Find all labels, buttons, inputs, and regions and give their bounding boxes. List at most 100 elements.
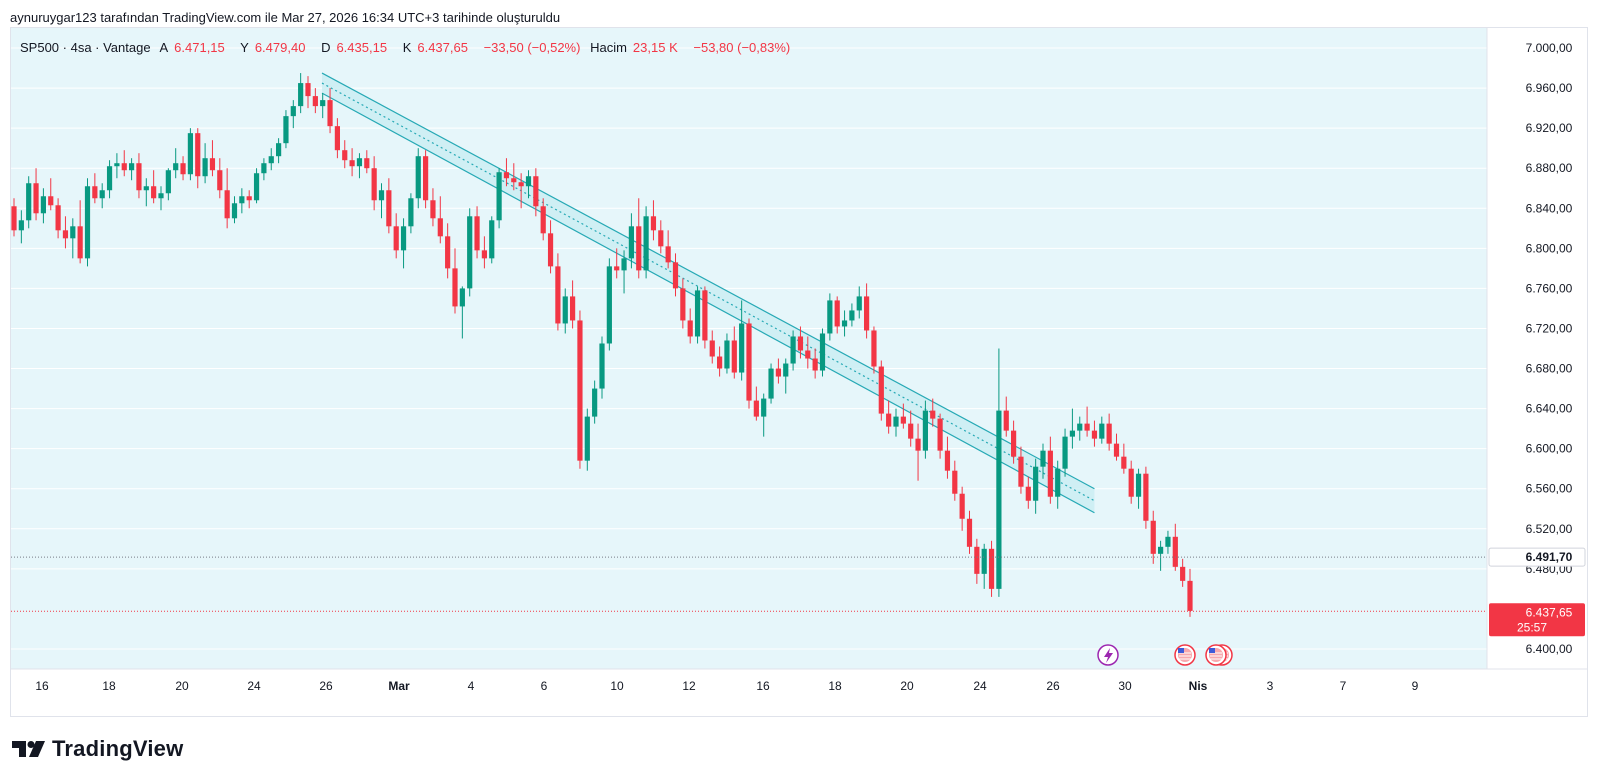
candle-body[interactable] <box>143 186 149 191</box>
candle-body[interactable] <box>18 220 24 231</box>
candle-body[interactable] <box>1047 450 1053 497</box>
candle-body[interactable] <box>437 218 443 237</box>
candle-body[interactable] <box>988 548 995 589</box>
candle-body[interactable] <box>974 546 980 574</box>
candle-body[interactable] <box>871 330 877 367</box>
candle-body[interactable] <box>599 343 605 389</box>
candle-body[interactable] <box>231 203 238 219</box>
candle-body[interactable] <box>305 83 311 97</box>
candle-body[interactable] <box>981 548 987 574</box>
candle-body[interactable] <box>680 288 686 321</box>
candle-body[interactable] <box>702 290 708 341</box>
candle-body[interactable] <box>768 368 774 399</box>
candle-body[interactable] <box>452 268 458 307</box>
candle-body[interactable] <box>694 290 701 337</box>
candle-body[interactable] <box>1084 423 1090 431</box>
candle-body[interactable] <box>173 163 179 171</box>
candle-body[interactable] <box>84 186 91 259</box>
candle-body[interactable] <box>518 182 524 187</box>
candle-body[interactable] <box>540 206 546 234</box>
candle-body[interactable] <box>151 186 157 199</box>
tradingview-logo[interactable]: TradingView <box>12 736 183 762</box>
candle-body[interactable] <box>614 266 620 271</box>
candle-body[interactable] <box>393 226 399 251</box>
candle-body[interactable] <box>92 186 98 199</box>
candle-body[interactable] <box>775 368 781 377</box>
candle-body[interactable] <box>423 156 429 201</box>
candle-body[interactable] <box>805 350 811 359</box>
candle-body[interactable] <box>856 296 862 311</box>
candle-body[interactable] <box>658 230 664 247</box>
candle-body[interactable] <box>1099 423 1105 439</box>
candle-body[interactable] <box>165 170 171 194</box>
candle-body[interactable] <box>1180 566 1186 581</box>
candle-body[interactable] <box>753 400 759 417</box>
candle-body[interactable] <box>121 163 127 171</box>
candle-body[interactable] <box>966 518 973 547</box>
candle-body[interactable] <box>922 410 928 451</box>
candle-body[interactable] <box>209 158 216 171</box>
candle-body[interactable] <box>886 413 892 427</box>
candle-body[interactable] <box>864 296 870 331</box>
candle-body[interactable] <box>261 163 267 174</box>
candle-body[interactable] <box>511 178 517 183</box>
candle-body[interactable] <box>496 172 502 221</box>
candle-body[interactable] <box>356 158 363 167</box>
candle-body[interactable] <box>908 423 914 439</box>
candle-body[interactable] <box>129 163 135 171</box>
candle-body[interactable] <box>415 156 421 199</box>
candle-body[interactable] <box>246 196 252 201</box>
candle-body[interactable] <box>459 288 465 307</box>
candle-body[interactable] <box>158 193 164 199</box>
candle-body[interactable] <box>746 323 752 401</box>
candle-body[interactable] <box>408 198 414 227</box>
candle-body[interactable] <box>606 266 612 344</box>
candle-body[interactable] <box>62 230 69 239</box>
candle-body[interactable] <box>555 266 561 324</box>
reference-price-tag[interactable] <box>1488 547 1586 567</box>
candle-body[interactable] <box>40 196 46 214</box>
candle-body[interactable] <box>797 336 804 351</box>
candle-body[interactable] <box>827 300 833 334</box>
candle-body[interactable] <box>276 143 282 157</box>
candle-body[interactable] <box>533 176 539 207</box>
candle-body[interactable] <box>400 226 407 251</box>
candle-body[interactable] <box>643 216 649 271</box>
candle-body[interactable] <box>944 450 951 471</box>
candle-body[interactable] <box>489 220 495 259</box>
candle-body[interactable] <box>790 336 796 364</box>
candle-body[interactable] <box>592 388 598 417</box>
candle-body[interactable] <box>709 340 715 357</box>
candle-body[interactable] <box>1113 443 1120 457</box>
candle-body[interactable] <box>1040 450 1046 467</box>
symbol-label[interactable]: SP500 · 4sa · Vantage <box>20 40 151 55</box>
candle-body[interactable] <box>996 410 1002 589</box>
candle-body[interactable] <box>959 493 965 519</box>
candle-body[interactable] <box>371 168 377 201</box>
candle-body[interactable] <box>298 83 304 107</box>
channel-lower-line[interactable] <box>321 92 1095 514</box>
candle-body[interactable] <box>48 196 54 206</box>
candle-body[interactable] <box>893 416 899 427</box>
candle-body[interactable] <box>430 200 436 219</box>
candle-body[interactable] <box>849 310 855 321</box>
candle-body[interactable] <box>731 340 737 373</box>
candle-body[interactable] <box>481 250 487 259</box>
candle-body[interactable] <box>1025 486 1031 501</box>
candle-body[interactable] <box>195 133 201 177</box>
candle-body[interactable] <box>1077 423 1083 431</box>
candle-body[interactable] <box>342 150 348 161</box>
candle-body[interactable] <box>812 358 818 371</box>
candle-body[interactable] <box>1003 410 1009 431</box>
candle-body[interactable] <box>378 190 385 201</box>
candle-body[interactable] <box>525 176 532 187</box>
candle-body[interactable] <box>915 438 921 451</box>
candle-body[interactable] <box>724 340 730 369</box>
candle-body[interactable] <box>570 296 576 321</box>
candle-body[interactable] <box>99 190 105 199</box>
candle-body[interactable] <box>349 160 355 167</box>
candle-body[interactable] <box>547 233 554 267</box>
candle-body[interactable] <box>937 418 943 451</box>
candle-body[interactable] <box>1128 468 1134 497</box>
candle-body[interactable] <box>577 320 583 461</box>
